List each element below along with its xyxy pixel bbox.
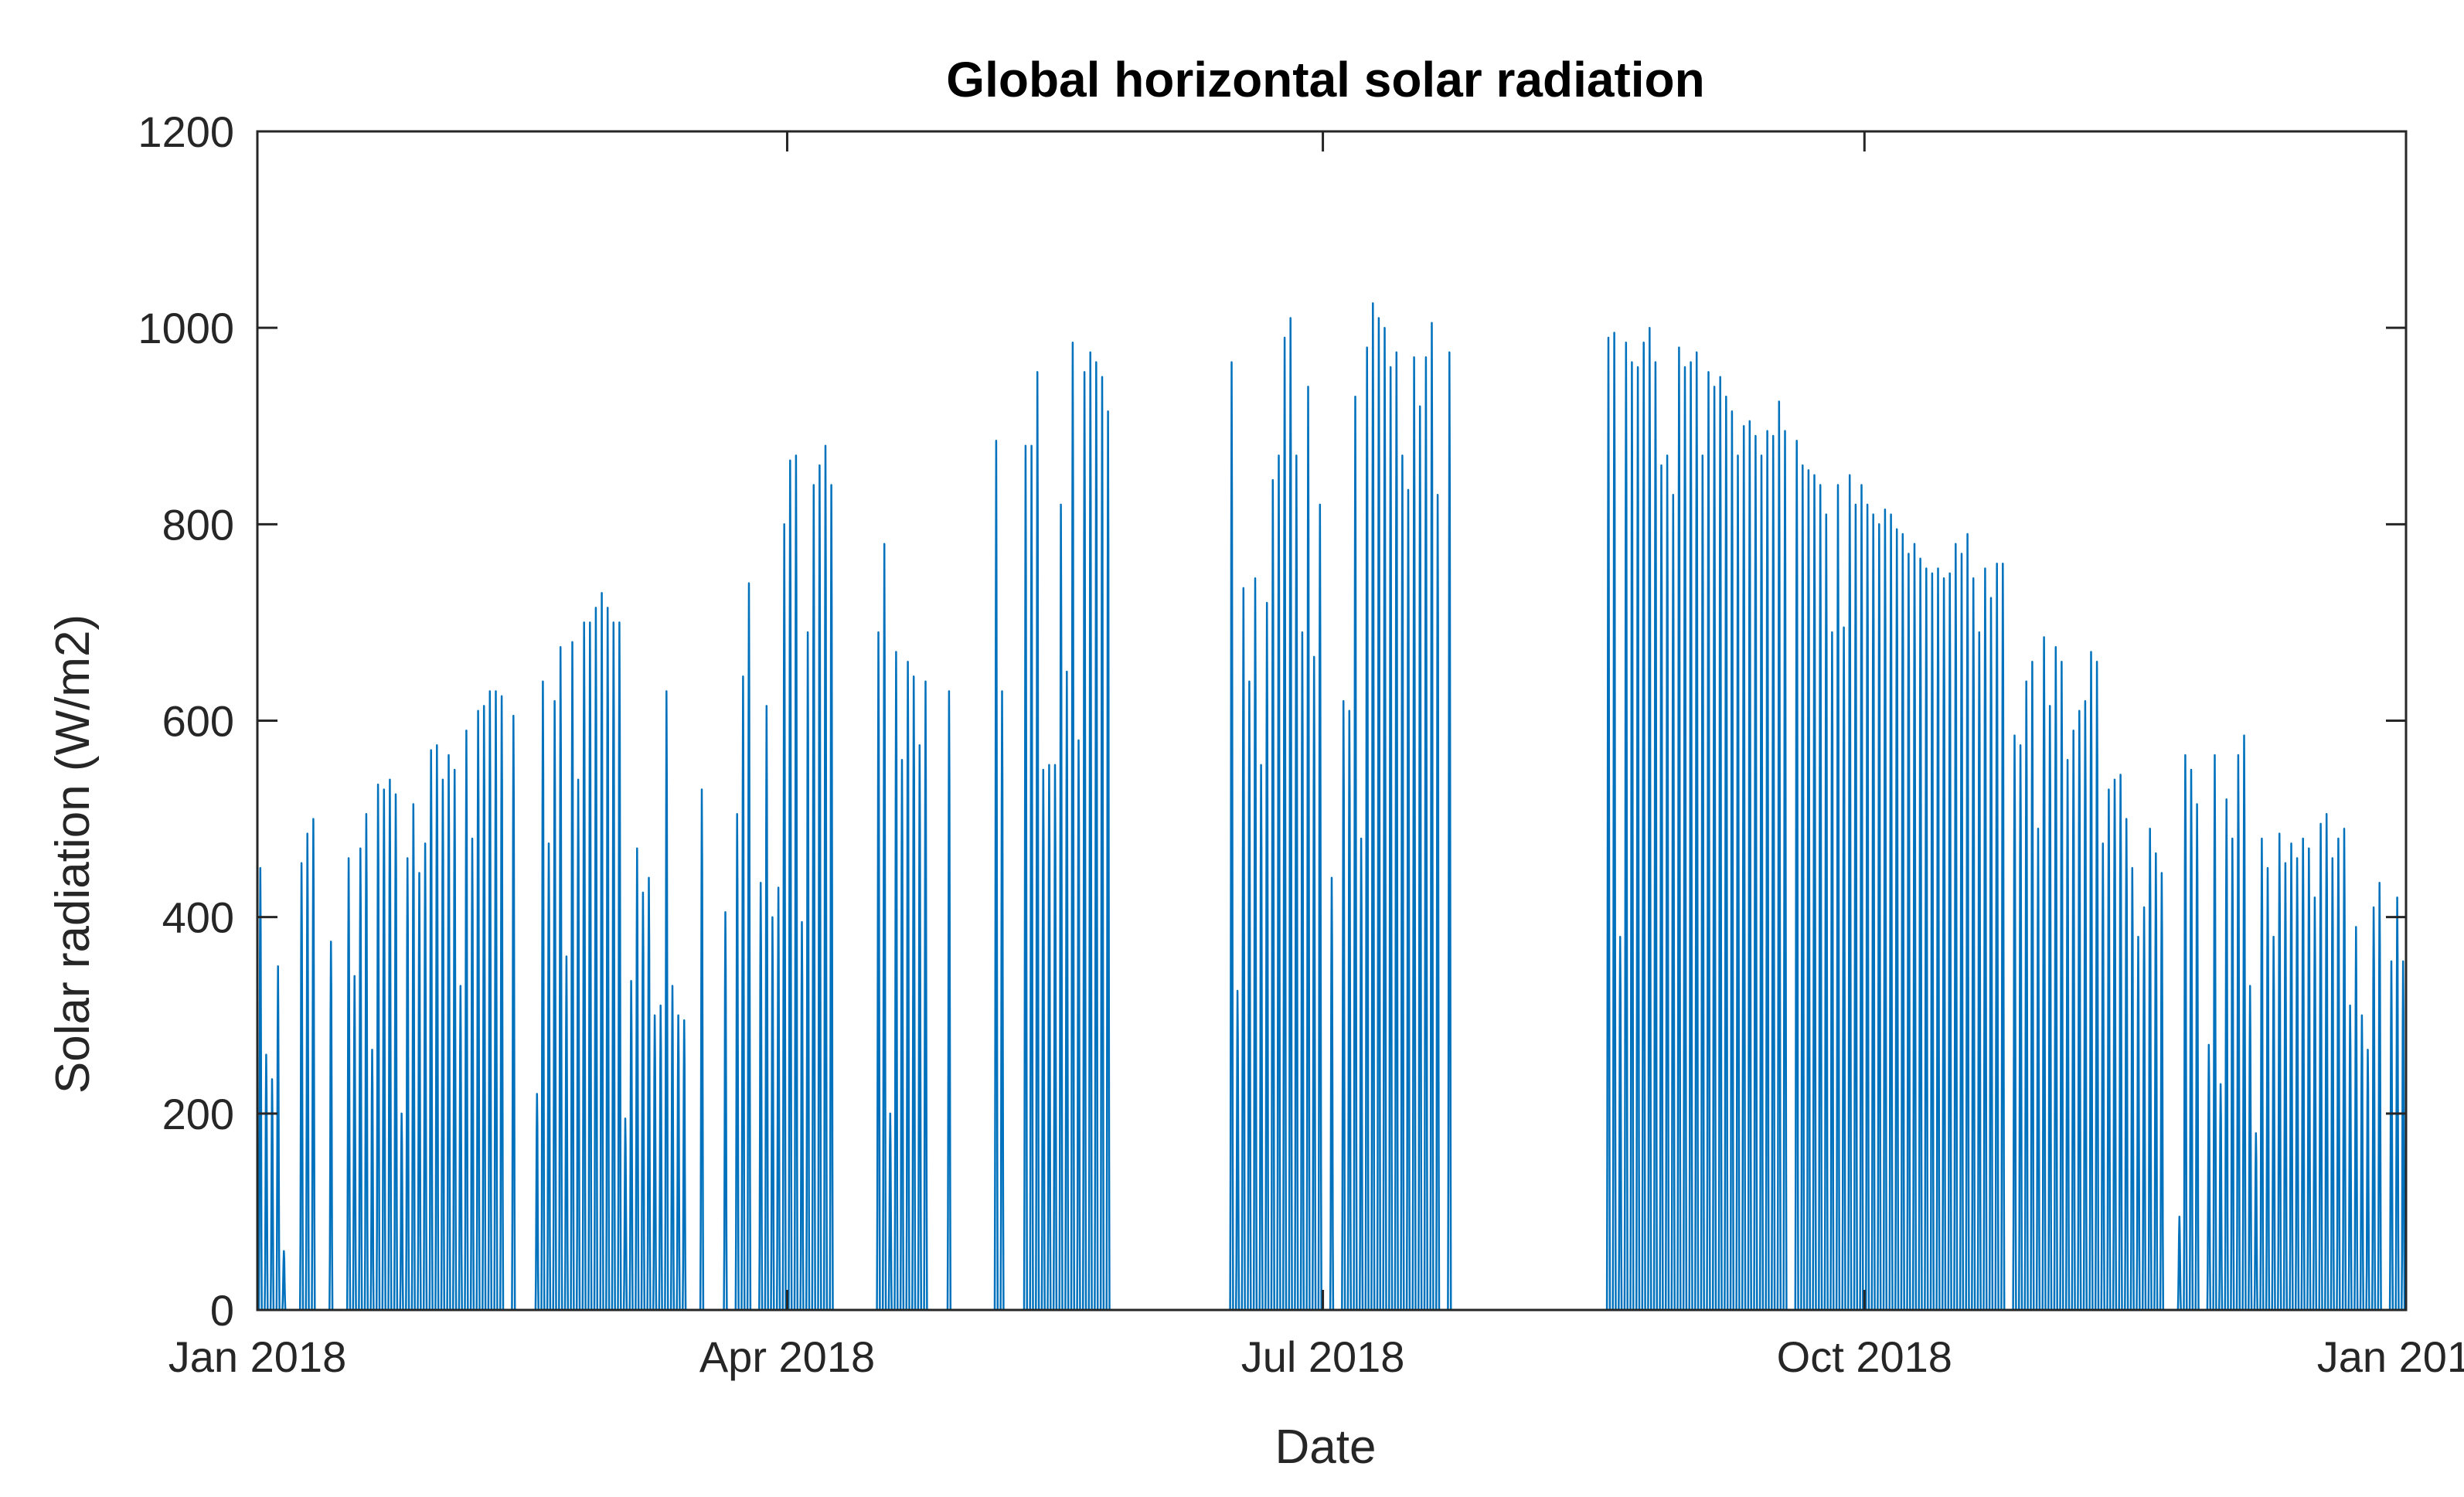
y-tick-label: 0 (210, 1286, 234, 1335)
x-axis-ticks: Jan 2018 Apr 2018 Jul 2018 Oct 2018 Jan 2019 (168, 131, 2464, 1381)
y-tick-label: 400 (162, 893, 234, 942)
x-tick-label: Jan 2019 (2317, 1332, 2464, 1381)
y-axis-ticks: 0 200 400 600 800 1000 1200 (138, 107, 2406, 1335)
x-axis-label: Date (1275, 1420, 1377, 1474)
y-tick-label: 1000 (138, 304, 234, 352)
y-axis-label: Solar radiation (W/m2) (46, 614, 100, 1094)
x-tick-label: Oct 2018 (1777, 1332, 1952, 1381)
x-tick-label: Jul 2018 (1241, 1332, 1405, 1381)
y-tick-label: 600 (162, 697, 234, 746)
y-tick-label: 800 (162, 500, 234, 549)
x-tick-label: Jan 2018 (168, 1332, 346, 1381)
axes-box (256, 130, 2408, 1312)
x-tick-label: Apr 2018 (699, 1332, 875, 1381)
y-tick-label: 1200 (138, 107, 234, 156)
y-tick-label: 200 (162, 1090, 234, 1138)
chart-title: Global horizontal solar radiation (946, 52, 1704, 107)
